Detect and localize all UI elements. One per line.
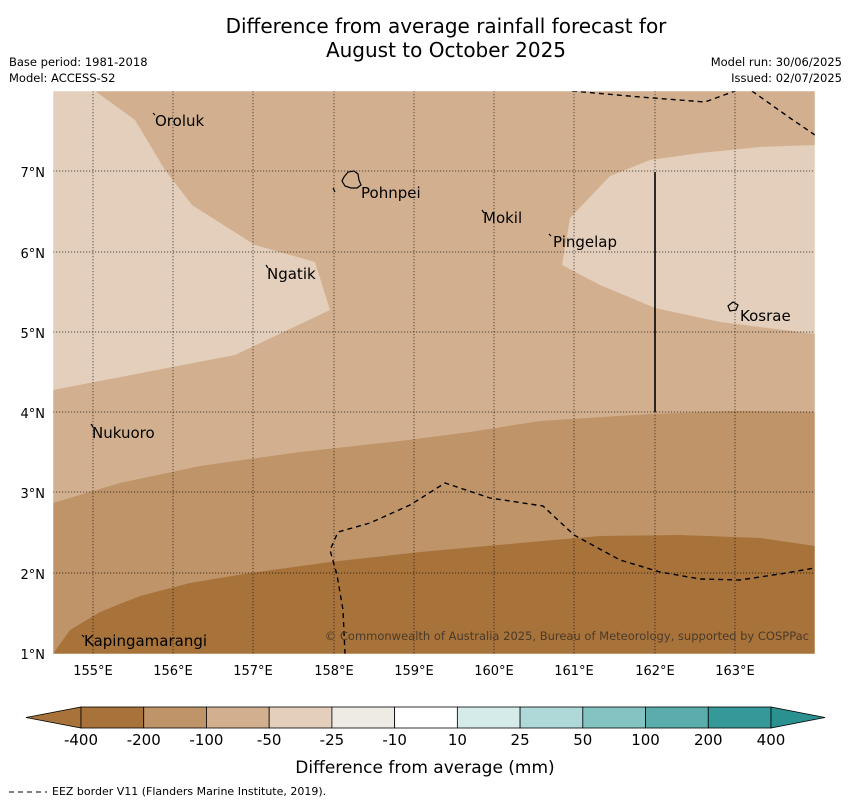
eez-border — [329, 91, 815, 654]
place-ngatik: Ngatik — [267, 265, 316, 283]
lon-label: 163°E — [715, 664, 755, 679]
colorbar-tick-label: -200 — [127, 731, 161, 749]
place-mokil: Mokil — [483, 209, 522, 227]
colorbar-tick-label: 400 — [757, 731, 786, 749]
colorbar-tick-label: -50 — [257, 731, 282, 749]
lat-label: 1°N — [21, 648, 46, 663]
colorbar-segment — [645, 706, 709, 729]
eez-legend-text: EEZ border V11 (Flanders Marine Institut… — [52, 785, 327, 798]
pohnpei-island — [341, 170, 362, 189]
colorbar-tick-label: -100 — [189, 731, 223, 749]
place-kapingamarangi: Kapingamarangi — [84, 632, 207, 650]
colorbar-tick-label: 100 — [631, 731, 660, 749]
lon-label: 158°E — [314, 664, 354, 679]
colorbar-tick-label: 10 — [448, 731, 467, 749]
map-frame — [52, 90, 816, 655]
title-line-1: Difference from average rainfall forecas… — [225, 14, 667, 38]
model-run: Model run: 30/06/2025 — [710, 55, 842, 69]
lon-label: 160°E — [474, 664, 514, 679]
lon-label: 162°E — [635, 664, 675, 679]
lat-label: 7°N — [21, 166, 46, 181]
lat-label: 3°N — [21, 487, 46, 502]
colorbar-segment — [707, 706, 772, 729]
colorbar-segment — [206, 706, 270, 729]
colorbar-tick-label: -25 — [320, 731, 345, 749]
colorbar-tick-label: 50 — [573, 731, 592, 749]
place-oroluk: Oroluk — [155, 112, 204, 130]
colorbar-tick-label: -400 — [64, 731, 98, 749]
lon-label: 161°E — [554, 664, 594, 679]
lon-label: 157°E — [233, 664, 273, 679]
issued-date: Issued: 02/07/2025 — [731, 71, 842, 85]
band-minus-50-to-25-east — [562, 145, 815, 334]
band-minus-50-to-25-west — [53, 91, 330, 390]
lon-label: 156°E — [153, 664, 193, 679]
island-outlines — [81, 112, 739, 638]
place-kosrae: Kosrae — [740, 307, 791, 325]
colorbar-segment — [80, 706, 145, 729]
colorbar: -400 -200 -100 -50 -25 -10 10 25 50 100 200 400 — [25, 706, 826, 749]
colorbar-segment — [268, 706, 333, 729]
title-line-2: August to October 2025 — [325, 38, 567, 62]
rainfall-map: Oroluk Pohnpei Mokil Pingelap Ngatik Kos… — [53, 91, 815, 654]
colorbar-segment — [143, 706, 207, 729]
lat-label: 2°N — [21, 568, 46, 583]
colorbar-tick-label: -10 — [382, 731, 407, 749]
place-pingelap: Pingelap — [553, 233, 617, 251]
model-name: Model: ACCESS-S2 — [9, 71, 116, 85]
colorbar-extend-high — [770, 706, 826, 729]
lat-label: 6°N — [21, 247, 46, 262]
colorbar-label: Difference from average (mm) — [295, 758, 554, 778]
longitude-labels: 155°E 156°E 157°E 158°E 159°E 160°E 161°… — [73, 664, 755, 679]
colorbar-segment — [519, 706, 584, 729]
colorbar-segment — [331, 706, 396, 729]
lon-label: 159°E — [394, 664, 434, 679]
lat-label: 5°N — [21, 327, 46, 342]
colorbar-segment — [394, 706, 458, 729]
colorbar-segment — [456, 706, 521, 729]
colorbar-tick-label: 25 — [511, 731, 530, 749]
base-period: Base period: 1981-2018 — [9, 55, 148, 69]
colorbar-extend-low — [25, 706, 82, 729]
place-nukuoro: Nukuoro — [92, 424, 155, 442]
colorbar-tick-label: 200 — [694, 731, 723, 749]
place-pohnpei: Pohnpei — [361, 184, 421, 202]
graticule — [53, 91, 815, 654]
lon-label: 155°E — [73, 664, 113, 679]
colorbar-segment — [582, 706, 646, 729]
kosrae-island — [727, 301, 739, 312]
band-minus-400-to-200 — [53, 535, 815, 654]
copyright-text: © Commonwealth of Australia 2025, Bureau… — [325, 629, 809, 643]
lat-label: 4°N — [21, 407, 46, 422]
latitude-labels: 7°N 6°N 5°N 4°N 3°N 2°N 1°N — [21, 166, 46, 663]
